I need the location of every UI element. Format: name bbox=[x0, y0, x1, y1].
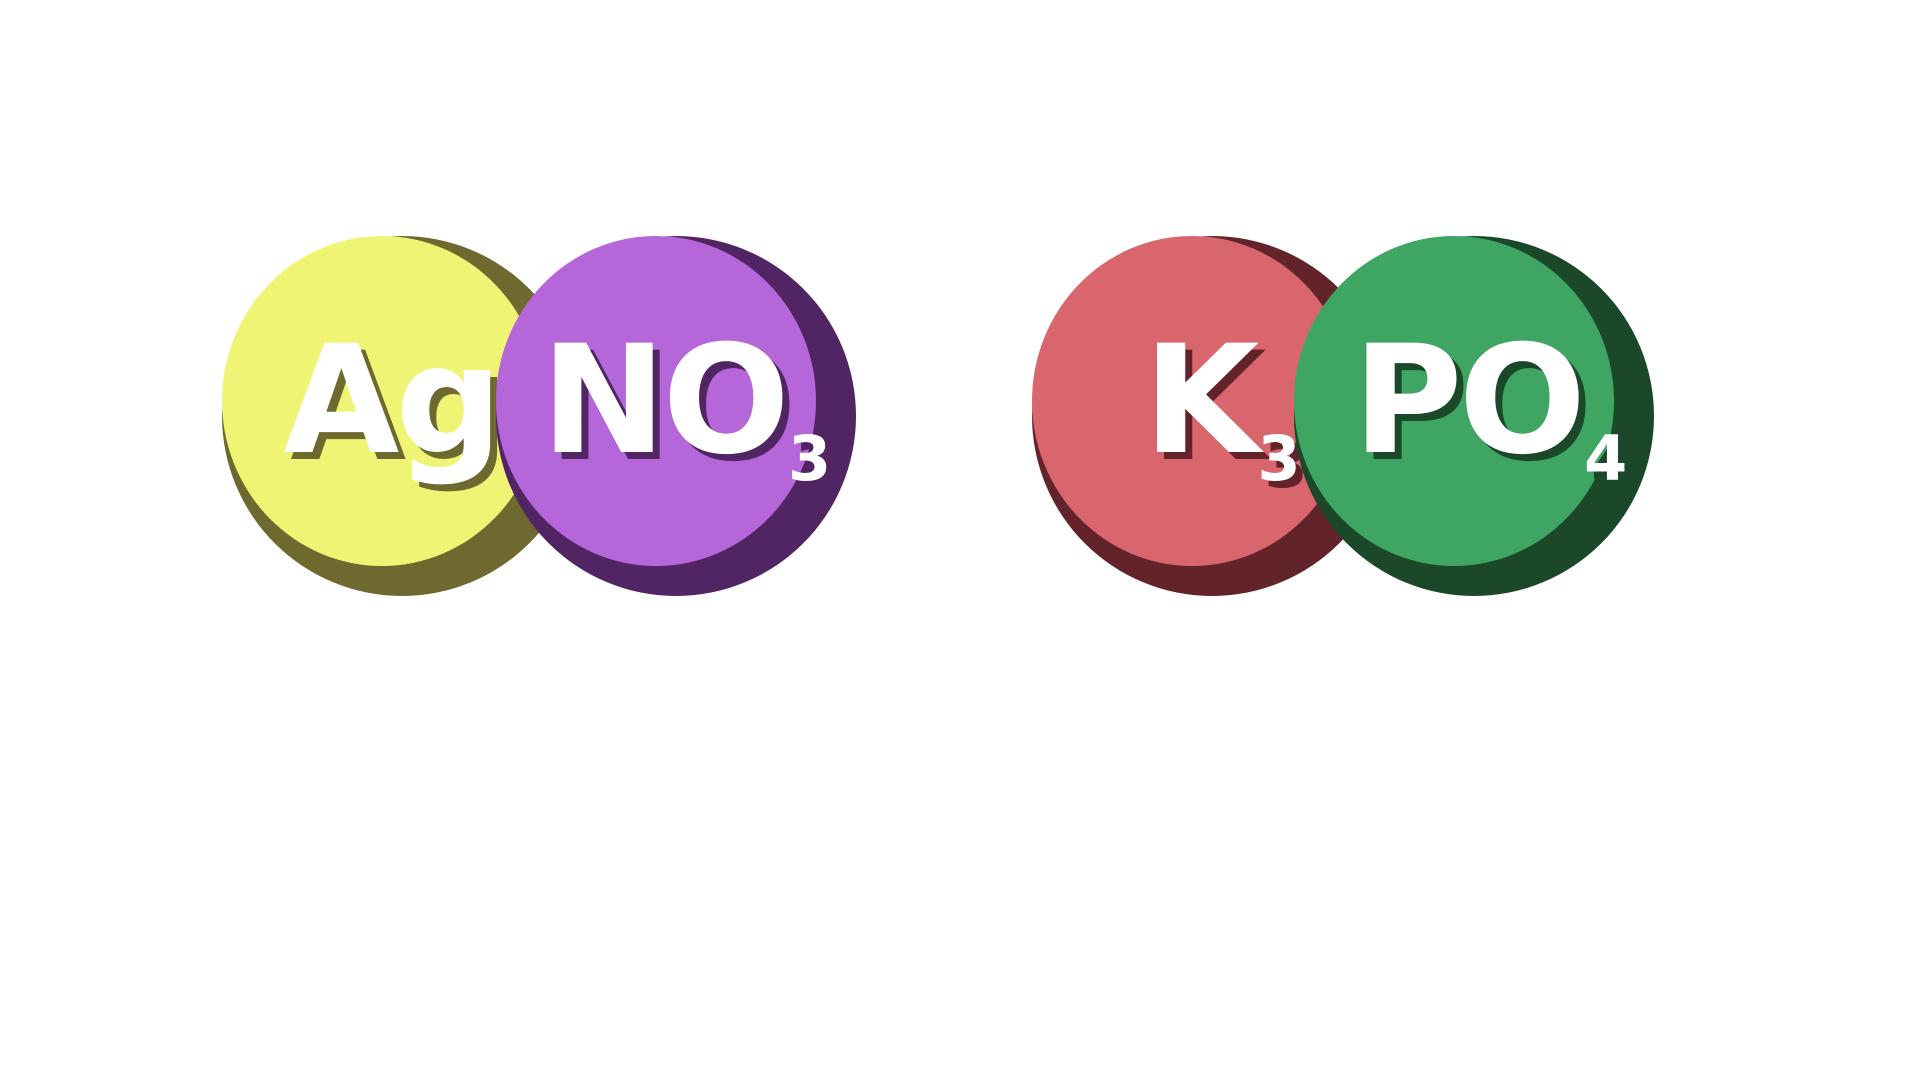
ion-subscript: 4 bbox=[1584, 422, 1628, 495]
nitrate-ion-circle: NO 3 bbox=[496, 236, 856, 596]
ion-label: PO 4 bbox=[1294, 236, 1650, 566]
ion-subscript: 3 bbox=[787, 422, 832, 495]
ion-face bbox=[496, 236, 816, 566]
ion-subscript: 3 bbox=[1257, 422, 1301, 495]
ion-label: NO 3 bbox=[496, 236, 846, 566]
ion-symbol: NO bbox=[540, 314, 790, 488]
ion-symbol: PO bbox=[1352, 314, 1586, 488]
phosphate-ion-circle: PO 4 bbox=[1294, 236, 1654, 596]
ion-face bbox=[222, 236, 542, 566]
ion-symbol: K bbox=[1143, 314, 1259, 488]
ion-label: Ag bbox=[222, 236, 552, 566]
ion-face bbox=[1294, 236, 1614, 566]
ion-symbol: Ag bbox=[283, 314, 502, 488]
